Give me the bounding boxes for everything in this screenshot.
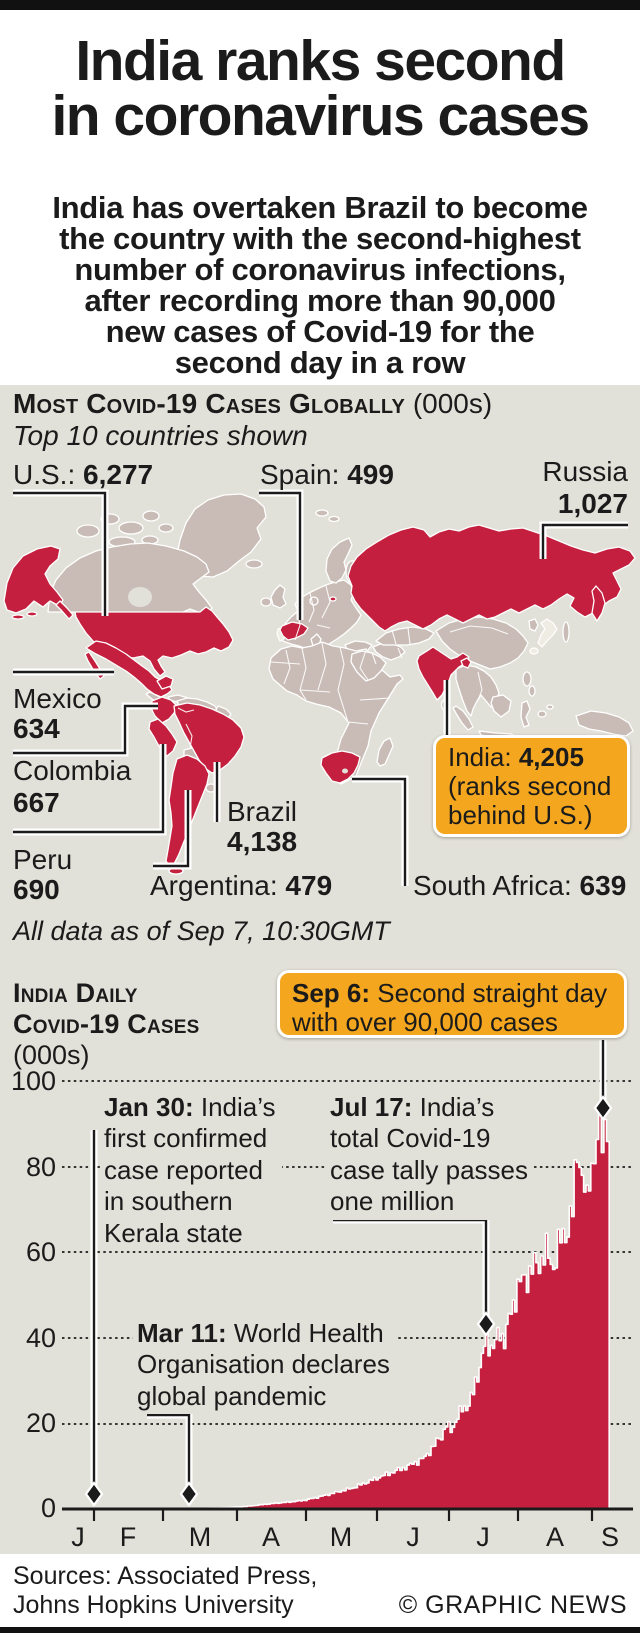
map-landmass-japan xyxy=(537,618,558,648)
subtitle-line: India has overtaken Brazil to become xyxy=(52,190,588,225)
diamond-mar11 xyxy=(179,1481,199,1507)
page-subtitle: India has overtaken Brazil to become the… xyxy=(0,192,640,378)
x-axis-ticks xyxy=(92,1509,594,1521)
map-footnote: All data as of Sep 7, 10:30GMT xyxy=(13,916,390,946)
map-country-spain xyxy=(279,621,309,641)
map-country-alaska-usa xyxy=(3,545,64,614)
leader-peru xyxy=(13,744,165,834)
page-title-line2: in coronavirus cases xyxy=(51,84,590,148)
svg-text:20: 20 xyxy=(26,1408,56,1438)
annotation-mar11: Mar 11: World Health Organisation declar… xyxy=(133,1318,396,1415)
leader-spain xyxy=(259,491,302,620)
leader-argentina xyxy=(153,790,190,868)
y-axis-labels: 100 80 60 40 20 0 xyxy=(11,1066,56,1523)
map-lesotho-cutout xyxy=(342,768,348,774)
subtitle-line: second day in a row xyxy=(174,345,466,380)
svg-text:100: 100 xyxy=(11,1066,56,1096)
world-map xyxy=(3,489,636,886)
credit: © GRAPHIC NEWS xyxy=(398,1591,627,1619)
map-country-peru xyxy=(148,718,178,757)
map-country-brazil xyxy=(173,702,245,774)
map-country-mexico xyxy=(85,640,173,698)
label-peru: Peru 690 xyxy=(13,844,73,905)
diamond-sep6 xyxy=(593,1095,613,1121)
daily-cases-chart: 100 80 60 40 20 0 J F xyxy=(11,1040,633,1552)
map-section-heading: Most Covid-19 Cases Globally (000s) xyxy=(13,388,492,420)
map-heading-text: Most Covid-19 Cases Globally xyxy=(13,388,406,419)
svg-text:M: M xyxy=(330,1522,353,1552)
top-black-bar xyxy=(0,0,640,10)
map-heading-note: (000s) xyxy=(412,388,493,419)
subtitle-line: the country with the second-highest xyxy=(59,221,581,256)
label-mexico: Mexico 634 xyxy=(13,683,102,744)
map-subheading: Top 10 countries shown xyxy=(13,420,308,451)
svg-text:40: 40 xyxy=(26,1323,56,1353)
leader-jul17 xyxy=(333,1218,488,1316)
annotation-jan30: Jan 30: India’s first confirmed case rep… xyxy=(100,1092,282,1252)
svg-text:F: F xyxy=(120,1522,137,1552)
sep6-callout: Sep 6: Second straight day with over 90,… xyxy=(277,970,627,1038)
svg-text:80: 80 xyxy=(26,1152,56,1182)
svg-text:J: J xyxy=(71,1522,85,1552)
page-title: India ranks second in coronavirus cases xyxy=(0,29,640,148)
svg-text:M: M xyxy=(189,1522,212,1552)
svg-text:0: 0 xyxy=(41,1493,56,1523)
label-russia: Russia 1,027 xyxy=(542,456,628,519)
leader-mar11 xyxy=(147,1413,191,1486)
leader-us xyxy=(13,491,107,616)
map-country-india xyxy=(416,646,470,701)
label-spain: Spain: 499 xyxy=(260,459,394,490)
india-callout: India: 4,205 (ranks second behind U.S.) xyxy=(433,735,630,837)
label-argentina: Argentina: 479 xyxy=(150,870,333,901)
sources: Sources: Associated Press, Johns Hopkins… xyxy=(13,1562,318,1619)
diamond-jan30 xyxy=(84,1481,104,1507)
map-country-south-africa xyxy=(320,750,361,784)
x-axis-labels: J F M A M J J A S xyxy=(71,1522,619,1552)
annotation-jul17: Jul 17: India’s total Covid-19 case tall… xyxy=(326,1092,534,1220)
label-brazil: Brazil 4,138 xyxy=(227,796,298,857)
subtitle-line: after recording more than 90,000 xyxy=(84,283,556,318)
subtitle-line: new cases of Covid-19 for the xyxy=(105,314,535,349)
map-landmass-greenland xyxy=(175,493,267,578)
chart-section-heading: India Daily Covid-19 Cases (000s) xyxy=(13,978,200,1070)
event-leader-lines xyxy=(90,1040,607,1486)
leader-russia xyxy=(541,523,628,559)
label-south-africa: South Africa: 639 xyxy=(413,870,627,901)
diamond-jul17 xyxy=(476,1311,496,1337)
label-us: U.S.: 6,277 xyxy=(13,459,154,490)
bottom-black-bar xyxy=(0,1627,640,1633)
svg-text:A: A xyxy=(262,1522,280,1552)
map-country-borders xyxy=(177,585,509,749)
subtitle-line: number of coronavirus infections, xyxy=(74,252,566,287)
map-landmass-canada xyxy=(47,542,213,619)
svg-text:S: S xyxy=(601,1522,619,1552)
label-colombia: Colombia 667 xyxy=(13,755,132,818)
leader-colombia xyxy=(13,704,158,755)
page-title-line1: India ranks second xyxy=(75,29,566,93)
x-axis xyxy=(62,1507,633,1521)
map-highlight-countries xyxy=(3,524,636,875)
event-diamond-markers xyxy=(84,1095,613,1507)
svg-text:60: 60 xyxy=(26,1237,56,1267)
svg-text:J: J xyxy=(476,1522,490,1552)
map-country-russia xyxy=(347,524,636,632)
leader-south-africa xyxy=(352,777,407,886)
svg-text:J: J xyxy=(406,1522,420,1552)
map-leader-lines xyxy=(13,489,628,886)
map-landmass-europe xyxy=(280,579,362,653)
daily-case-bars xyxy=(194,1113,610,1510)
svg-text:A: A xyxy=(546,1522,564,1552)
